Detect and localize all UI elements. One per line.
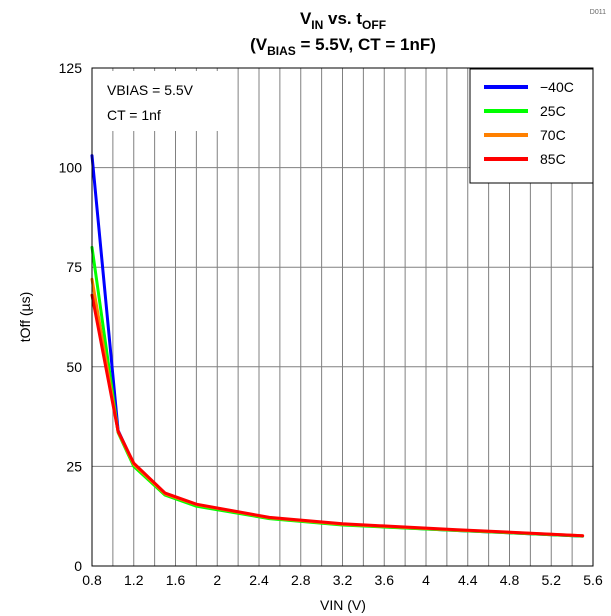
y-tick-label: 100 [59,160,83,176]
x-tick-label: 1.6 [166,572,186,588]
x-tick-label: 4.8 [500,572,520,588]
annotation-box [95,71,230,131]
x-tick-label: 3.2 [333,572,353,588]
y-axis-label: tOff (µs) [17,292,33,343]
title-line2-b: = 5.5V, CT = 1nF) [296,35,436,54]
legend: −40C 25C 70C 85C [469,68,594,184]
y-tick-label: 25 [66,458,82,474]
title-line1-a: V [300,9,312,28]
x-tick-label: 2.4 [249,572,269,588]
x-tick-label: 4.4 [458,572,478,588]
title-line1-a-sub: IN [311,18,323,32]
x-tick-label: 5.6 [583,572,603,588]
legend-label: 25C [540,103,566,119]
x-tick-labels: 0.8 1.2 1.6 2 2.4 2.8 3.2 3.6 4 4.4 4.8 5.2 5.6 [82,572,603,588]
x-tick-label: 5.2 [542,572,562,588]
chart-title-line1: VIN vs. tOFF [300,9,386,32]
y-tick-label: 75 [66,259,82,275]
series-lines [90,154,585,538]
y-tick-label: 50 [66,359,82,375]
x-tick-label: 2.8 [291,572,311,588]
x-tick-label: 2 [213,572,221,588]
title-line1-b: vs. t [323,9,362,28]
x-axis-label: VIN (V) [320,597,366,613]
x-tick-label: 4 [422,572,430,588]
legend-label: −40C [540,79,574,95]
annotation-ct: CT = 1nf [107,107,161,123]
legend-label: 85C [540,151,566,167]
x-tick-label: 0.8 [82,572,102,588]
legend-label: 70C [540,127,566,143]
y-tick-label: 125 [59,60,83,76]
plot-frame [91,67,594,567]
grid [92,68,593,566]
y-tick-label: 0 [74,558,82,574]
figure-id: D011 [590,9,606,16]
chart-title-line2: (VBIAS = 5.5V, CT = 1nF) [250,35,436,58]
x-tick-label: 1.2 [124,572,144,588]
title-line1-b-sub: OFF [362,18,386,32]
title-line2-a-sub: BIAS [267,44,296,58]
annotation-vbias: VBIAS = 5.5V [107,82,194,98]
y-tick-labels: 0 25 50 75 100 125 [59,60,83,574]
title-line2-a: (V [250,35,268,54]
x-tick-label: 3.6 [375,572,395,588]
series-line [90,293,585,538]
